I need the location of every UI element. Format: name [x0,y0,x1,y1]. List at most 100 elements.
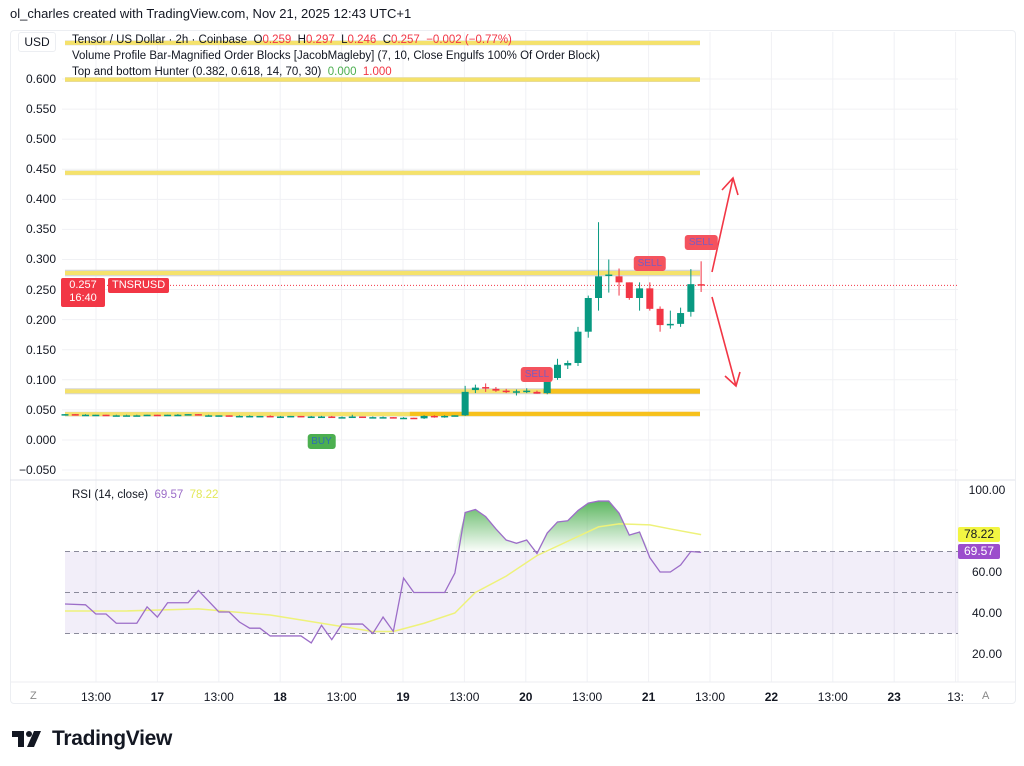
rsi-tick: 100.00 [968,483,1006,497]
rsi-ma-value: 78.22 [189,489,219,501]
candle-body [82,414,90,417]
change-value: −0.002 (−0.77%) [426,34,512,46]
zoom-button[interactable]: Z [30,690,37,702]
candle-body [174,414,182,417]
time-tick: 22 [764,690,779,704]
time-tick: 13:00 [817,690,848,704]
auto-scale-button[interactable]: A [982,690,990,702]
price-tick: 0.300 [25,252,56,267]
price-tick: 0.400 [25,192,56,207]
indicator-legend-hunter[interactable]: Top and bottom Hunter (0.382, 0.618, 14,… [72,66,392,78]
candle-body [338,417,346,419]
rsi-value-badge: 69.57 [958,544,1000,559]
price-tick: 0.200 [25,312,56,327]
price-tick: 0.000 [25,432,56,447]
sell-signal: SELL [520,367,554,383]
high-label: H [297,34,306,46]
candle-body [400,417,408,420]
candle-body [348,416,356,419]
candle-body [184,414,192,416]
candle-body [102,414,110,417]
rsi-title: RSI (14, close) [72,489,149,501]
low-label: L [341,34,348,46]
price-tick: 0.450 [25,162,56,177]
candle-body [153,414,161,417]
indicator-value-1: 0.000 [327,66,357,78]
time-tick: 13: [947,690,964,704]
open-label: O [253,34,263,46]
rsi-legend[interactable]: RSI (14, close) 69.57 78.22 [72,489,218,501]
candle-body [677,313,685,324]
order-block-zone-line [65,77,700,82]
candle-body [430,415,438,418]
order-block-zone-line [65,40,700,45]
bar-countdown: 16:40 [69,292,97,304]
candle-body [656,308,664,326]
candle-body [61,414,69,416]
candle-body [225,415,233,417]
indicator-value-2: 1.000 [362,66,392,78]
rsi-tick: 60.00 [971,565,1003,579]
candle-body [687,284,695,312]
tradingview-logo-icon [12,731,41,747]
candle-body [369,417,377,419]
candle-body [205,415,213,417]
time-tick: 13:00 [80,690,112,704]
candle-body [215,415,223,417]
candle-body [246,415,254,418]
buy-signal: BUY [307,433,336,449]
currency-button[interactable]: USD [18,32,56,52]
candle-body [235,415,243,418]
candle-body [420,415,428,419]
time-tick: 13:00 [572,690,603,704]
current-price-label: 0.257 16:40 [61,278,105,307]
price-tick: 0.600 [25,72,56,86]
candle-body [359,416,367,419]
time-tick: 20 [519,690,533,704]
price-tick: 0.050 [25,402,56,417]
candle-body [584,297,592,332]
time-tick: 17 [150,690,165,704]
credit-line: ol_charles created with TradingView.com,… [10,6,412,21]
candle-body [307,416,315,419]
tradingview-logo[interactable]: TradingView [12,727,172,751]
candle-body [553,364,561,379]
candle-body [697,284,705,286]
low-value: 0.246 [347,34,377,46]
candle-body [471,387,479,391]
symbol-tag: TNSRUSD [108,278,170,293]
time-tick: 13:00 [694,690,726,704]
order-block-zone-line [65,271,700,276]
candle-body [666,323,674,326]
price-tick: −0.050 [18,463,56,478]
time-tick: 19 [396,690,410,704]
candle-body [533,391,541,394]
candle-body [625,282,633,298]
indicator-legend-order-blocks[interactable]: Volume Profile Bar-Magnified Order Block… [72,50,600,62]
indicator-name: Top and bottom Hunter (0.382, 0.618, 14,… [72,66,322,78]
symbol-title: Tensor / US Dollar · 2h · Coinbase [72,34,248,46]
candle-body [482,387,490,389]
candle-body [389,417,397,419]
candle-body [143,414,151,417]
candle-body [646,288,654,309]
high-value: 0.297 [305,34,335,46]
time-tick: 13:00 [203,690,234,704]
rsi-ma-badge: 78.22 [958,527,1000,542]
candle-body [512,391,520,393]
candle-body [595,276,603,298]
order-block-zone-line [65,412,700,417]
candle-body [636,288,644,298]
order-block-bar [409,411,700,416]
candle-body [133,415,141,417]
chart-frame [10,30,1016,704]
order-block-bar [543,388,700,394]
rsi-tick: 40.00 [971,606,1003,620]
candle-body [461,391,469,416]
candle-body [194,414,202,416]
order-block-zone-line [65,389,700,394]
order-block-zone-line [65,170,700,175]
rsi-tick: 20.00 [971,647,1003,661]
symbol-legend[interactable]: Tensor / US Dollar · 2h · Coinbase O0.25… [72,34,512,46]
